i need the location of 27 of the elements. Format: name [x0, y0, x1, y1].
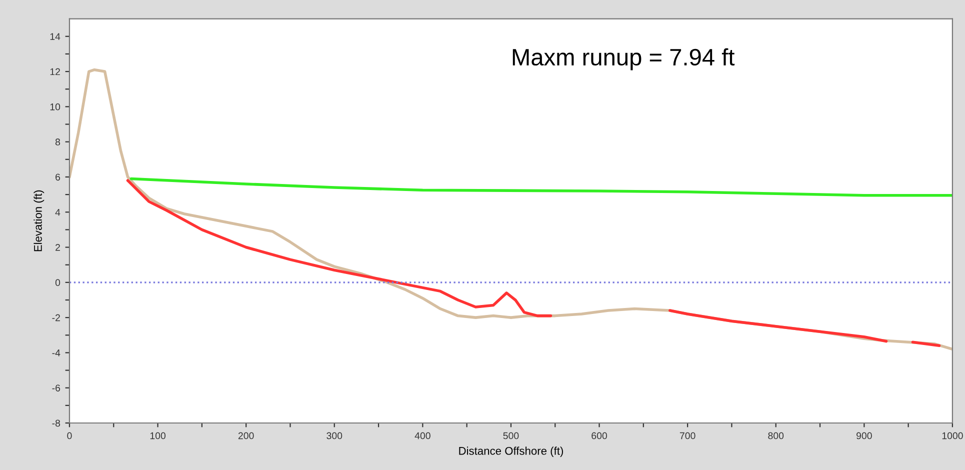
y-tick-label: 10 — [50, 103, 60, 110]
x-tick-label: 0 — [67, 432, 72, 440]
x-axis-title: Distance Offshore (ft) — [459, 446, 563, 457]
y-tick-label: 2 — [56, 244, 60, 251]
y-tick-label: 12 — [50, 68, 60, 76]
y-tick-label: 14 — [50, 33, 60, 40]
x-tick-label: 900 — [856, 432, 872, 440]
x-tick-label: 300 — [326, 432, 342, 440]
y-tick-label: -6 — [52, 384, 60, 392]
x-tick-label: 500 — [503, 432, 519, 440]
x-tick-label: 1000 — [942, 432, 963, 440]
y-tick-label: -4 — [52, 350, 60, 356]
annotation: Maxm runup = 7.94 ft — [512, 48, 735, 70]
y-tick-label: 4 — [55, 208, 60, 216]
x-tick-label: 100 — [150, 432, 166, 440]
line-series — [130, 177, 952, 197]
x-tick-label: 400 — [414, 432, 430, 440]
x-tick-label: 700 — [680, 432, 696, 440]
y-tick-label: 0 — [55, 279, 60, 286]
x-tick-label: 800 — [768, 432, 784, 440]
x-tick-label: 200 — [238, 432, 254, 440]
y-tick-label: 8 — [55, 138, 60, 146]
x-tick-label: 600 — [592, 432, 607, 440]
y-tick-label: 6 — [56, 174, 60, 181]
y-tick-label: -8 — [52, 420, 60, 427]
y-axis-title: Elevation (ft) — [34, 190, 44, 252]
y-tick-label: -2 — [52, 314, 60, 322]
